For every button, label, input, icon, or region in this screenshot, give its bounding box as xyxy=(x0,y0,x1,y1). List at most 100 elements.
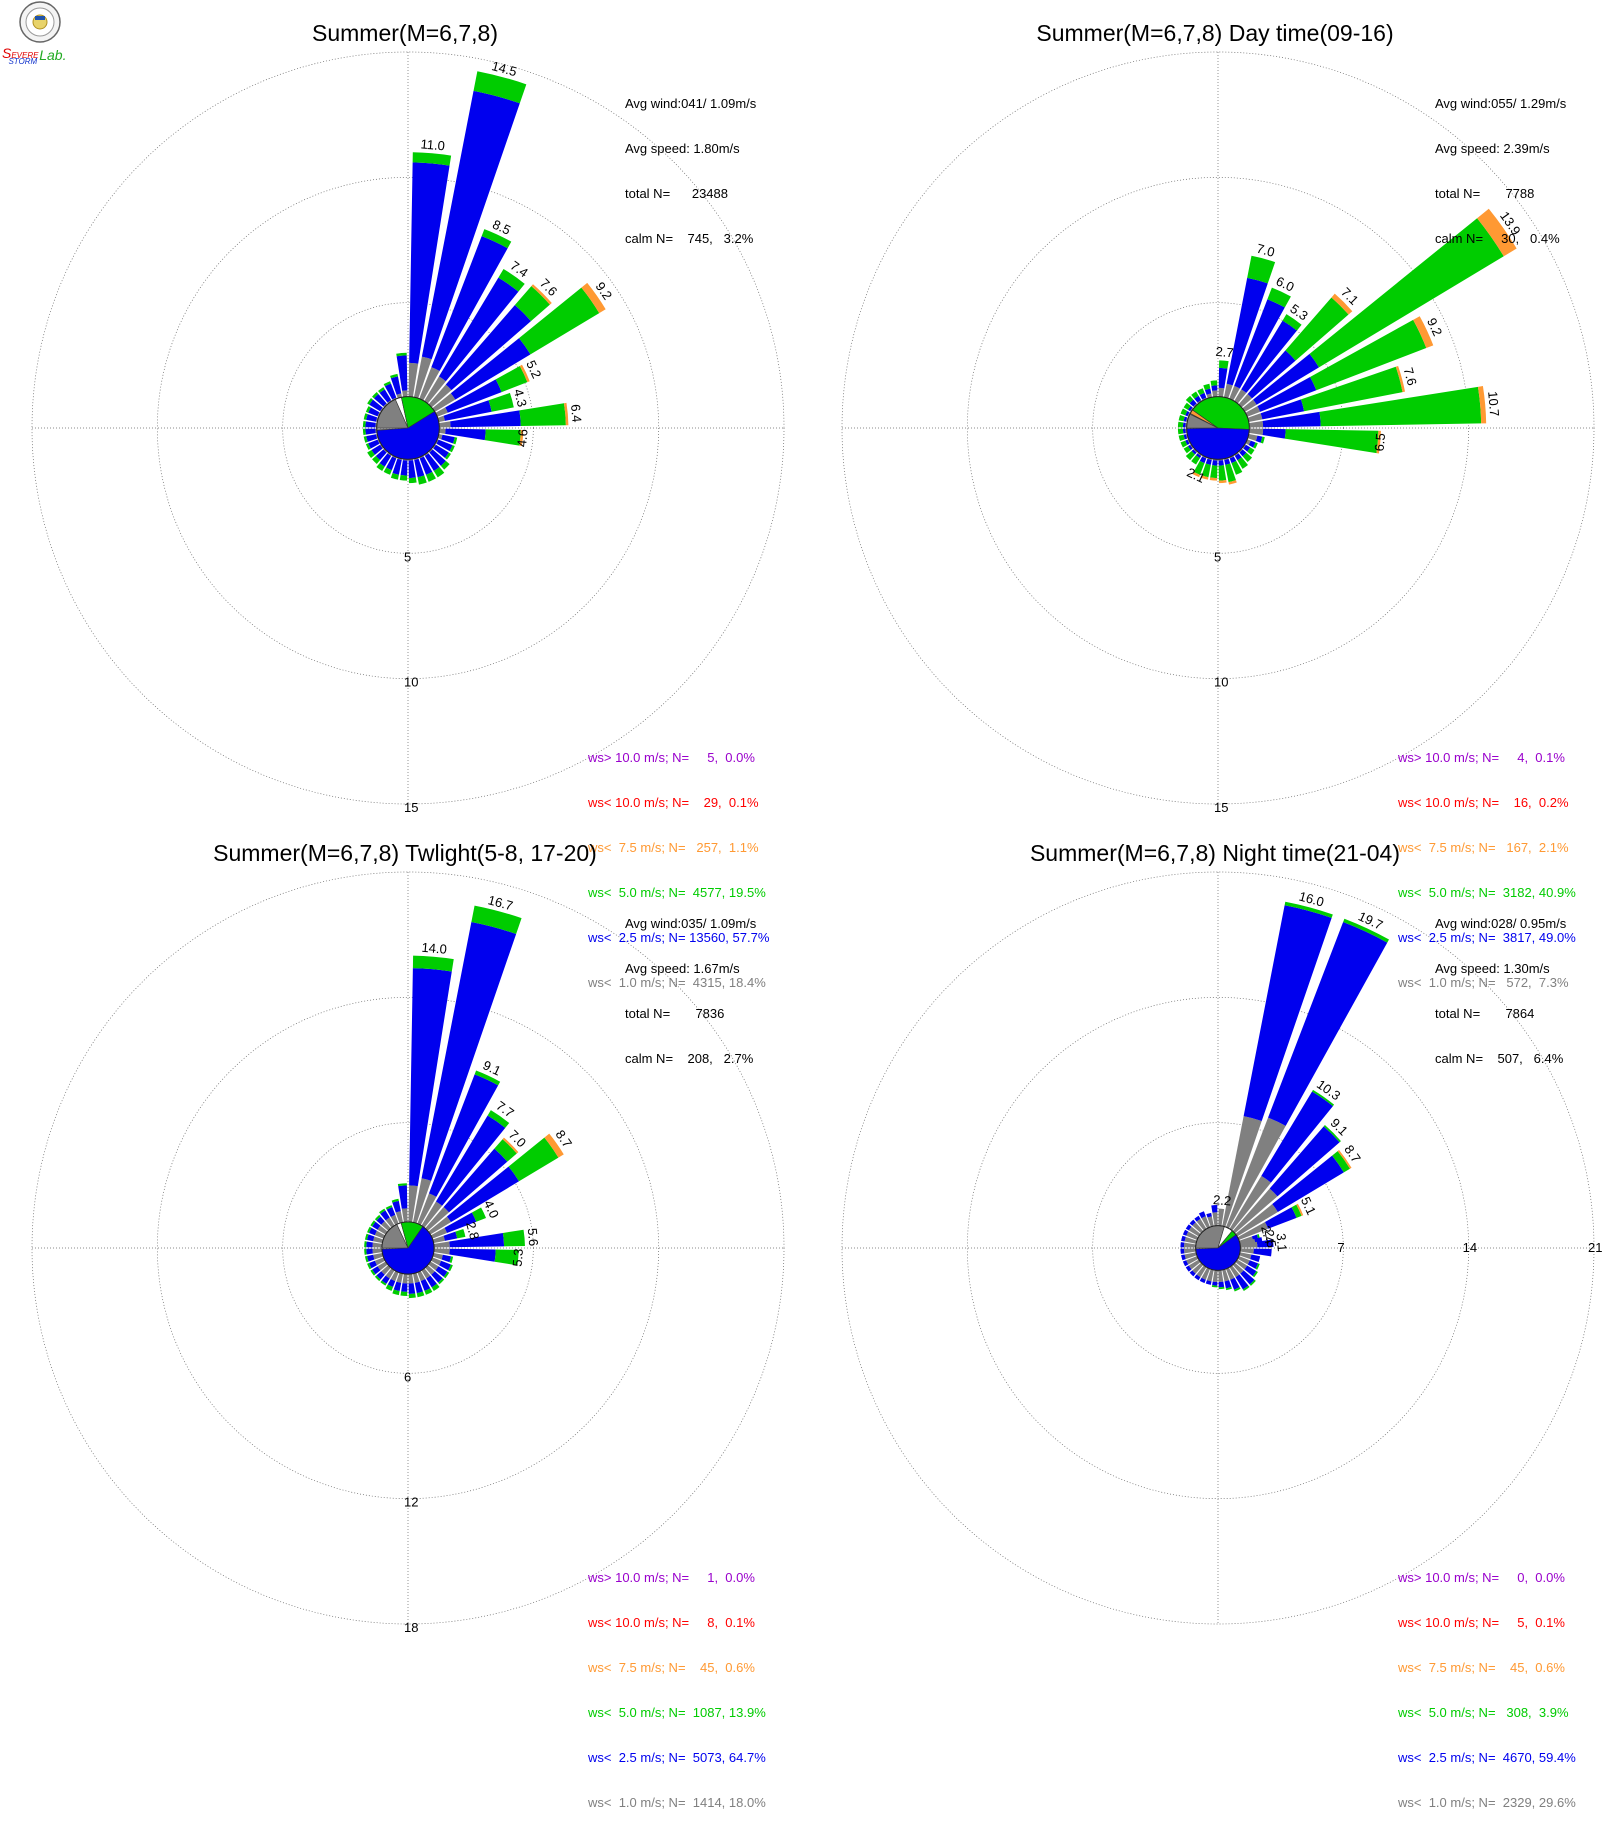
bar-segment-lt25 xyxy=(1205,1280,1212,1285)
bar-segment-lt25 xyxy=(445,379,502,413)
bar-segment-lt5 xyxy=(1260,436,1265,444)
bar-segment-lt25 xyxy=(1194,395,1202,403)
bar-segment-lt25 xyxy=(1198,1211,1206,1219)
bar-segment-lt75 xyxy=(1395,365,1406,393)
bar-segment-lt5 xyxy=(495,366,528,393)
ring-label: 5 xyxy=(1214,549,1221,564)
bar-value-label: 7.0 xyxy=(1255,241,1276,260)
bar-segment-lt25 xyxy=(1181,1254,1186,1261)
bar-value-label: 5.3 xyxy=(510,1248,527,1267)
bar-segment-lt5 xyxy=(1323,1125,1341,1143)
bar-segment-lt5 xyxy=(433,466,445,478)
legend-entry-lt10: ws< 10.0 m/s; N= 16, 0.2% xyxy=(1398,795,1569,810)
bar-segment-lt5 xyxy=(1183,402,1191,410)
bar-segment-lt25 xyxy=(386,1207,396,1217)
bar-segment-lt5 xyxy=(412,955,454,972)
bar-segment-lt25 xyxy=(365,421,376,428)
bar-segment-lt5 xyxy=(390,373,398,379)
bar-segment-lt5 xyxy=(370,1220,376,1227)
bar-segment-lt75 xyxy=(1337,1149,1352,1169)
bar-segment-lt5 xyxy=(502,1229,525,1247)
bar-segment-lt5 xyxy=(1203,383,1211,391)
bar-segment-lt5 xyxy=(471,905,522,934)
bar-segment-lt5 xyxy=(1191,391,1199,399)
bar-segment-lt5 xyxy=(397,1183,407,1187)
bar-segment-lt5 xyxy=(380,1280,387,1286)
bar-segment-lt5 xyxy=(374,1214,381,1221)
bar-segment-lt25 xyxy=(1235,1274,1249,1290)
bar-segment-lt25 xyxy=(450,338,531,400)
bar-segment-lt25 xyxy=(1194,1215,1201,1222)
bar-segment-lt25 xyxy=(414,1281,423,1294)
bar-segment-lt25 xyxy=(1185,439,1190,446)
bar-segment-lt25 xyxy=(1212,1281,1218,1286)
legend-entry-lt10: ws< 10.0 m/s; N= 29, 0.1% xyxy=(588,795,759,810)
bar-segment-lt25 xyxy=(1218,367,1228,389)
legend: ws> 10.0 m/s; N= 0, 0.0% ws< 10.0 m/s; N… xyxy=(1398,1540,1576,1840)
ring-label: 5 xyxy=(404,549,411,564)
bar-segment-lt5 xyxy=(1201,463,1211,478)
bar-segment-lt5 xyxy=(367,449,375,458)
bar-segment-lt25 xyxy=(420,1279,431,1291)
bar-segment-lt5 xyxy=(1343,918,1390,943)
pie-outline xyxy=(376,396,440,460)
bar-segment-lt5 xyxy=(1231,460,1243,475)
bar-segment-lt25 xyxy=(429,449,446,466)
bar-segment-lt25 xyxy=(376,1271,385,1280)
bar-segment-lt5 xyxy=(379,1208,386,1214)
bar-segment-lt5 xyxy=(1177,428,1184,435)
bar-value-label: 6.5 xyxy=(1372,432,1389,451)
bar-segment-lt5 xyxy=(383,381,391,387)
grid-ring xyxy=(31,51,785,805)
bar-segment-lt5 xyxy=(363,436,368,443)
bar-segment-lt5 xyxy=(372,455,381,464)
wind-rose-panel-day: 5 10 15 2.7 7.0 6.0 5.3 7.1 13.9 9.2 7.6 10.7 6.5 2.1… xyxy=(810,0,1620,990)
university-seal-icon xyxy=(19,1,61,43)
bar-segment-lt1 xyxy=(1218,1116,1262,1248)
bar-segment-lt75 xyxy=(563,402,569,426)
bar-segment-lt5 xyxy=(364,1241,367,1248)
bar-segment-lt25 xyxy=(414,458,425,478)
bar-segment-lt25 xyxy=(1185,1224,1192,1231)
bar-segment-lt25 xyxy=(1247,350,1296,399)
bar-value-label: 9.2 xyxy=(1424,316,1445,339)
panel-title: Summer(M=6,7,8) Day time(09-16) xyxy=(1036,20,1394,46)
bar-segment-lt25 xyxy=(421,90,520,360)
bar-segment-lt5 xyxy=(1180,408,1188,416)
bar-segment-lt25 xyxy=(371,444,383,455)
bar-value-label: 2.5 xyxy=(1261,1229,1279,1249)
bar-value-label: 2.2 xyxy=(1213,1192,1232,1209)
bar-segment-lt5 xyxy=(1197,388,1205,396)
bar-segment-lt5 xyxy=(370,1269,376,1276)
panel-title: Summer(M=6,7,8) Twlight(5-8, 17-20) xyxy=(213,840,597,866)
bar-value-label: 5.2 xyxy=(523,358,544,381)
legend-entry-lt75: ws< 7.5 m/s; N= 257, 1.1% xyxy=(588,840,759,855)
legend-entry-lt75: ws< 7.5 m/s; N= 45, 0.6% xyxy=(588,1660,755,1675)
bar-segment-lt25 xyxy=(1226,277,1268,386)
severe-storm-lab-logo: SEVERE STORM Lab. xyxy=(2,1,66,66)
bar-segment-lt25 xyxy=(435,1266,448,1277)
bar-segment-lt25 xyxy=(390,376,402,395)
bar-segment-lt25 xyxy=(408,460,416,479)
bar-segment-lt5 xyxy=(1284,429,1379,454)
legend: ws> 10.0 m/s; N= 5, 0.0% ws< 10.0 m/s; N… xyxy=(588,720,769,1020)
bar-segment-lt25 xyxy=(392,1200,401,1213)
bar-value-label: 6.0 xyxy=(1274,273,1297,294)
bar-segment-lt5 xyxy=(455,1228,466,1239)
stats-avg-speed: Avg speed: 1.30m/s xyxy=(1435,961,1550,976)
stats-avg-wind: Avg wind:055/ 1.29m/s xyxy=(1435,96,1567,111)
panel-title: Summer(M=6,7,8) xyxy=(312,20,498,46)
bar-segment-lt25 xyxy=(1240,1270,1255,1285)
bar-segment-lt25 xyxy=(400,460,408,476)
bar-segment-lt75 xyxy=(502,1137,519,1154)
bar-segment-lt5 xyxy=(1234,1287,1241,1292)
bar-segment-lt25 xyxy=(1205,458,1212,465)
bar-segment-lt75 xyxy=(519,429,524,447)
bar-segment-lt25 xyxy=(1268,922,1388,1126)
stats-box: Avg wind:055/ 1.29m/s Avg speed: 2.39m/s… xyxy=(1435,66,1566,276)
bar-segment-lt25 xyxy=(428,1074,499,1197)
bar-segment-lt5 xyxy=(365,406,371,413)
bar-segment-lt5 xyxy=(412,152,452,166)
bar-segment-lt5 xyxy=(365,443,371,450)
bar-segment-lt25 xyxy=(419,456,433,475)
